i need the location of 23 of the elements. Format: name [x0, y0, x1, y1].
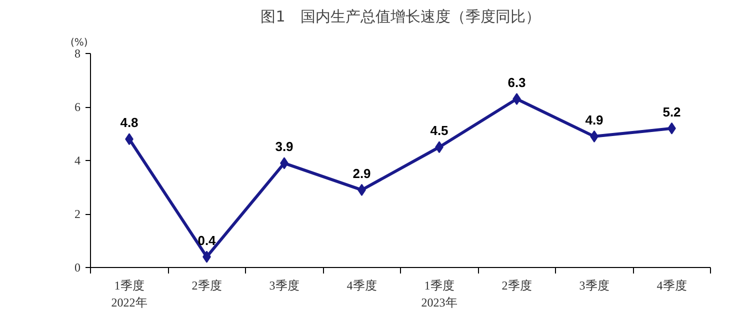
y-tick-label: 4 — [74, 154, 80, 168]
x-tick-label: 1季度 2023年 — [421, 278, 458, 310]
data-label: 4.5 — [430, 123, 448, 138]
data-label: 4.8 — [120, 115, 138, 130]
y-tick-label: 8 — [74, 46, 80, 60]
x-tick-label: 4季度 — [656, 278, 687, 292]
data-label: 2.9 — [352, 166, 371, 181]
data-label: 4.9 — [585, 112, 604, 128]
y-axis-title: (%) — [70, 38, 88, 48]
data-label: 5.2 — [662, 104, 681, 120]
chart-title: 图1 国内生产总值增长速度（季度同比） — [260, 8, 540, 26]
x-tick-label: 2季度 — [192, 278, 222, 292]
x-tick-label: 2季度 — [502, 278, 532, 292]
data-label: 3.9 — [275, 139, 294, 154]
x-tick-label: 4季度 — [346, 278, 377, 292]
y-tick-label: 0 — [74, 260, 80, 274]
data-label: 6.3 — [508, 74, 526, 90]
y-tick-label: 2 — [74, 207, 80, 221]
x-tick-label: 1季度 2022年 — [111, 278, 148, 310]
x-tick-label: 3季度 — [269, 278, 300, 292]
y-tick-label: 6 — [74, 100, 80, 114]
x-tick-label: 3季度 — [579, 278, 610, 292]
data-label: 0.4 — [198, 232, 217, 248]
